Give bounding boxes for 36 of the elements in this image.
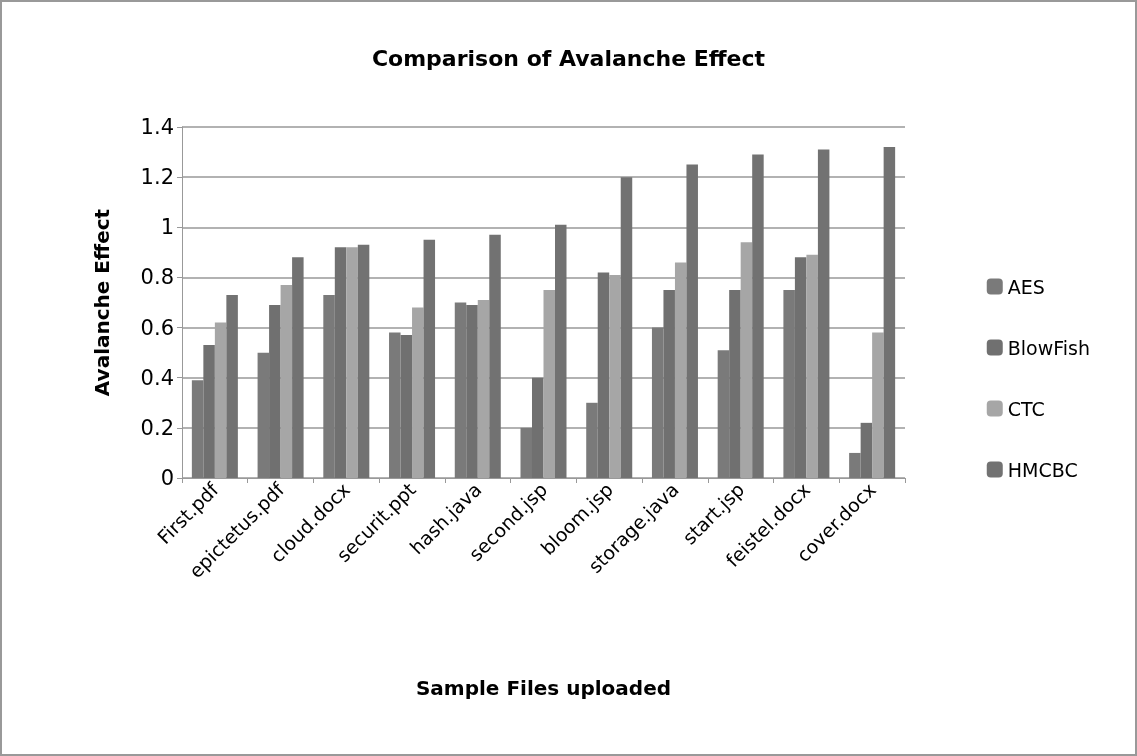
- bar: [674, 262, 687, 478]
- bar: [555, 224, 567, 478]
- bar: [806, 254, 818, 478]
- bar: [686, 164, 698, 478]
- y-tick-label: 0.2: [140, 415, 174, 440]
- x-axis-title: Sample Files uploaded: [415, 676, 672, 700]
- bar: [543, 289, 555, 478]
- chart-title: Comparison of Avalanche Effect: [371, 45, 766, 71]
- y-tick-label: 0.8: [140, 265, 174, 290]
- bar: [883, 147, 896, 478]
- bar: [412, 307, 424, 478]
- bar: [280, 284, 293, 478]
- legend-label: BlowFish: [1007, 336, 1091, 359]
- bar: [752, 154, 764, 478]
- bar: [423, 239, 436, 478]
- bar: [226, 294, 238, 478]
- bar: [292, 257, 304, 478]
- bar: [609, 274, 621, 478]
- bar: [489, 234, 501, 478]
- y-tick-label: 1.2: [140, 165, 174, 190]
- bar: [346, 247, 358, 478]
- y-axis-title: Avalanche Effect: [90, 208, 114, 397]
- bar: [214, 322, 227, 478]
- legend-label: CTC: [1007, 397, 1045, 420]
- bar: [817, 149, 830, 478]
- bar: [620, 177, 633, 478]
- legend-label: AES: [1007, 275, 1045, 298]
- bar: [477, 299, 490, 478]
- bar: [740, 242, 753, 478]
- y-tick-label: 0.6: [140, 315, 174, 340]
- y-tick-label: 1: [160, 215, 174, 240]
- bar: [357, 244, 370, 478]
- y-tick-label: 1.4: [140, 115, 174, 139]
- legend-label: HMCBC: [1007, 458, 1078, 481]
- bar: [872, 332, 884, 478]
- y-tick-label: 0.4: [140, 365, 174, 390]
